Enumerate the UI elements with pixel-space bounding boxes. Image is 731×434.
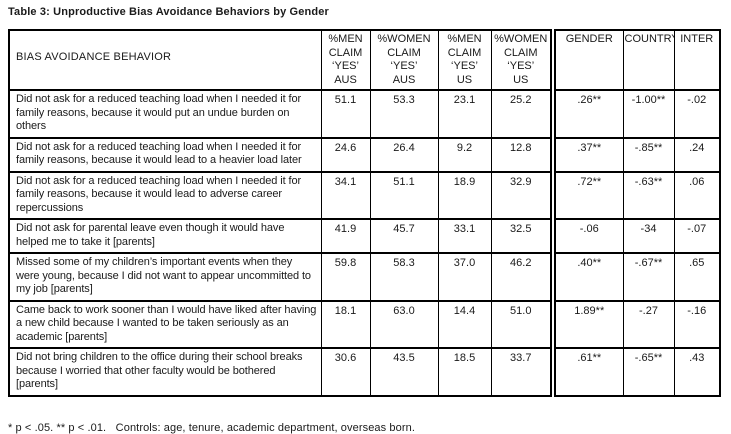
value-cell: -.27 — [622, 299, 675, 349]
value-cell: .40** — [550, 252, 624, 302]
value-cell: .72** — [550, 170, 624, 220]
value-cell: 18.1 — [320, 299, 371, 349]
value-cell: 25.2 — [490, 89, 554, 139]
value-cell: .24 — [673, 136, 721, 173]
column-header-country: COUNTRY — [622, 29, 675, 91]
value-cell: .43 — [673, 347, 721, 397]
value-cell: 63.0 — [369, 299, 439, 349]
value-cell: 53.3 — [369, 89, 439, 139]
value-cell: -.02 — [673, 89, 721, 139]
behavior-cell: Missed some of my children’s important e… — [8, 252, 322, 302]
table-row: Missed some of my children’s important e… — [8, 252, 721, 302]
value-cell: 1.89** — [550, 299, 624, 349]
column-header-women-claim-yes-aus: %WOMEN CLAIM ‘YES’ AUS — [369, 29, 439, 91]
value-cell: 33.7 — [490, 347, 554, 397]
value-cell: 58.3 — [369, 252, 439, 302]
column-header-men-claim-yes-us: %MEN CLAIM ‘YES’ US — [437, 29, 492, 91]
value-cell: 59.8 — [320, 252, 371, 302]
value-cell: 33.1 — [437, 218, 492, 254]
value-cell: 12.8 — [490, 136, 554, 173]
value-cell: -.06 — [550, 218, 624, 254]
table-row: Did not ask for a reduced teaching load … — [8, 136, 721, 173]
value-cell: 23.1 — [437, 89, 492, 139]
value-cell: .06 — [673, 170, 721, 220]
column-header-behavior: BIAS AVOIDANCE BEHAVIOR — [8, 29, 322, 91]
value-cell: .26** — [550, 89, 624, 139]
value-cell: 14.4 — [437, 299, 492, 349]
column-header-inter: INTER — [673, 29, 721, 91]
table-row: Did not bring children to the office dur… — [8, 347, 721, 397]
column-header-women-claim-yes-us: %WOMEN CLAIM ‘YES’ US — [490, 29, 554, 91]
value-cell: 46.2 — [490, 252, 554, 302]
table-header: BIAS AVOIDANCE BEHAVIOR %MEN CLAIM ‘YES’… — [8, 29, 721, 91]
table-row: Came back to work sooner than I would ha… — [8, 299, 721, 349]
value-cell: 32.9 — [490, 170, 554, 220]
value-cell: -.16 — [673, 299, 721, 349]
value-cell: -1.00** — [622, 89, 675, 139]
table-body: Did not ask for a reduced teaching load … — [8, 89, 721, 397]
column-header-gender: GENDER — [550, 29, 624, 91]
value-cell: -.67** — [622, 252, 675, 302]
value-cell: 9.2 — [437, 136, 492, 173]
value-cell: .61** — [550, 347, 624, 397]
value-cell: .37** — [550, 136, 624, 173]
value-cell: 30.6 — [320, 347, 371, 397]
value-cell: 37.0 — [437, 252, 492, 302]
value-cell: 51.1 — [369, 170, 439, 220]
table-footnote: * p < .05. ** p < .01. Controls: age, te… — [8, 421, 415, 434]
value-cell: 51.1 — [320, 89, 371, 139]
value-cell: 18.9 — [437, 170, 492, 220]
value-cell: 32.5 — [490, 218, 554, 254]
behavior-cell: Did not ask for parental leave even thou… — [8, 218, 322, 254]
column-header-men-claim-yes-aus: %MEN CLAIM ‘YES’ AUS — [320, 29, 371, 91]
behavior-cell: Did not ask for a reduced teaching load … — [8, 136, 322, 173]
value-cell: -.63** — [622, 170, 675, 220]
value-cell: -.85** — [622, 136, 675, 173]
value-cell: 41.9 — [320, 218, 371, 254]
value-cell: 26.4 — [369, 136, 439, 173]
table-title: Table 3: Unproductive Bias Avoidance Beh… — [8, 6, 329, 18]
document-page: Table 3: Unproductive Bias Avoidance Beh… — [8, 6, 721, 434]
behavior-cell: Did not bring children to the office dur… — [8, 347, 322, 397]
behavior-cell: Did not ask for a reduced teaching load … — [8, 170, 322, 220]
header-row: BIAS AVOIDANCE BEHAVIOR %MEN CLAIM ‘YES’… — [8, 29, 721, 91]
value-cell: 18.5 — [437, 347, 492, 397]
value-cell: 45.7 — [369, 218, 439, 254]
value-cell: 24.6 — [320, 136, 371, 173]
behavior-cell: Did not ask for a reduced teaching load … — [8, 89, 322, 139]
table-row: Did not ask for parental leave even thou… — [8, 218, 721, 254]
table-row: Did not ask for a reduced teaching load … — [8, 170, 721, 220]
value-cell: -34 — [622, 218, 675, 254]
table-row: Did not ask for a reduced teaching load … — [8, 89, 721, 139]
value-cell: 34.1 — [320, 170, 371, 220]
value-cell: 51.0 — [490, 299, 554, 349]
value-cell: -.07 — [673, 218, 721, 254]
bias-avoidance-table: BIAS AVOIDANCE BEHAVIOR %MEN CLAIM ‘YES’… — [8, 29, 721, 397]
behavior-cell: Came back to work sooner than I would ha… — [8, 299, 322, 349]
value-cell: .65 — [673, 252, 721, 302]
value-cell: 43.5 — [369, 347, 439, 397]
value-cell: -.65** — [622, 347, 675, 397]
